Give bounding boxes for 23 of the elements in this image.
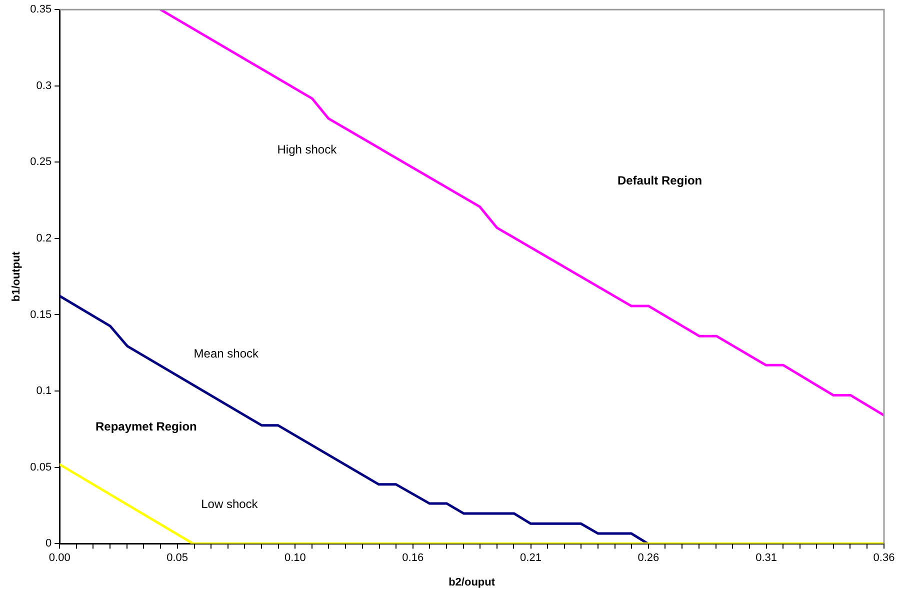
series-label: High shock bbox=[277, 142, 338, 156]
x-tick-label: 0.05 bbox=[166, 552, 188, 564]
series-label: Mean shock bbox=[194, 346, 260, 360]
y-tick-label: 0.3 bbox=[36, 80, 52, 92]
x-tick-label: 0.31 bbox=[756, 552, 778, 564]
y-tick-label: 0.05 bbox=[30, 461, 52, 474]
x-axis-title: b2/ouput bbox=[448, 576, 496, 588]
y-tick-label: 0.15 bbox=[30, 308, 52, 321]
y-tick-label: 0.25 bbox=[30, 156, 52, 168]
x-tick-label: 0.00 bbox=[48, 552, 70, 564]
annotation: Default Region bbox=[617, 173, 702, 188]
x-tick-label: 0.10 bbox=[284, 552, 306, 564]
y-tick-label: 0.1 bbox=[36, 385, 52, 398]
x-tick-label: 0.21 bbox=[520, 552, 542, 564]
text: Low shock bbox=[201, 496, 259, 511]
annotation: Repaymet Region bbox=[95, 420, 197, 434]
y-tick-label: 0.2 bbox=[36, 232, 52, 244]
x-tick-label: 0.16 bbox=[402, 552, 424, 564]
y-tick-label: 0.35 bbox=[30, 4, 52, 16]
y-axis-title: b1/output bbox=[10, 251, 23, 302]
x-tick-label: 0.26 bbox=[638, 552, 660, 564]
x-tick-label: 0.36 bbox=[873, 552, 895, 564]
y-tick-label: 0 bbox=[45, 538, 52, 550]
